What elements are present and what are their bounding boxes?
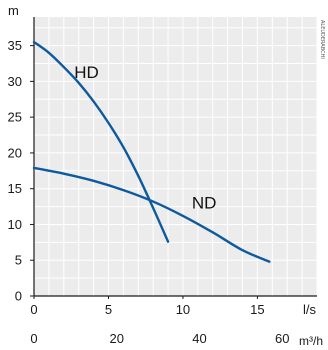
x-primary-unit-label: l/s xyxy=(303,302,317,317)
y-unit-label: m xyxy=(8,3,19,18)
x-primary-tick-label: 10 xyxy=(176,302,190,317)
x-secondary-unit-label: m³/h xyxy=(299,334,323,348)
y-tick-label: 10 xyxy=(8,217,22,232)
x-secondary-tick-label: 40 xyxy=(192,331,206,346)
y-tick-label: 20 xyxy=(8,145,22,160)
x-primary-tick-label: 15 xyxy=(250,302,264,317)
x-secondary-tick-label: 20 xyxy=(110,331,124,346)
watermark: ALEUDERABCHI xyxy=(319,20,325,59)
labels-group: HD ND xyxy=(74,63,216,213)
y-tick-label: 30 xyxy=(8,74,22,89)
series-line-nd xyxy=(32,166,271,263)
x-primary-tick-label: 5 xyxy=(105,302,112,317)
plot-area xyxy=(34,17,317,296)
series-group xyxy=(32,40,271,263)
y-tick-label: 25 xyxy=(8,110,22,125)
series-label-nd: ND xyxy=(192,194,217,213)
y-tick-label: 5 xyxy=(15,253,22,268)
y-tick-label: 35 xyxy=(8,38,22,53)
y-tick-label: 0 xyxy=(15,289,22,304)
series-label-hd: HD xyxy=(74,63,99,82)
x-secondary-tick-label: 60 xyxy=(275,331,289,346)
axes: 0 5 10 15 20 25 30 35 0 5 10 15 0 20 40 60 xyxy=(8,17,317,346)
x-secondary-tick-label: 0 xyxy=(30,331,37,346)
series-line-hd xyxy=(32,40,170,243)
y-tick-label: 15 xyxy=(8,181,22,196)
x-primary-tick-label: 0 xyxy=(30,302,37,317)
grid xyxy=(33,17,318,297)
